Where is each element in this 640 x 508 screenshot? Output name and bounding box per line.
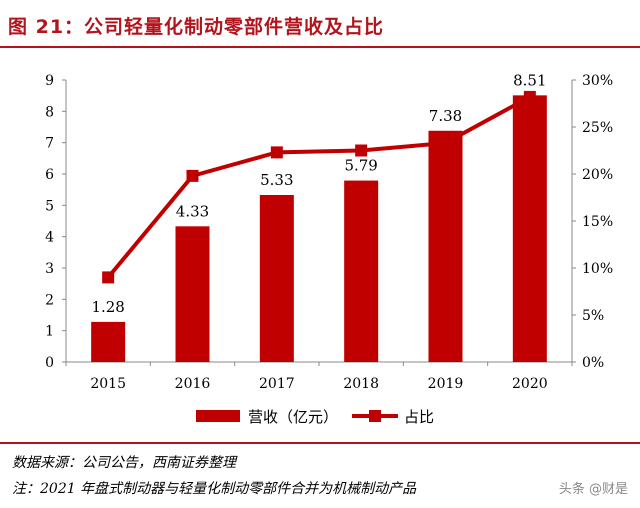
revenue-bar bbox=[259, 194, 294, 362]
left-tick-label: 2 bbox=[45, 292, 54, 308]
right-tick-label: 15% bbox=[582, 214, 613, 230]
right-tick-label: 20% bbox=[582, 167, 613, 183]
revenue-bar bbox=[344, 180, 379, 362]
left-tick-label: 6 bbox=[45, 167, 54, 183]
legend-revenue-label: 营收（亿元） bbox=[248, 408, 338, 426]
x-tick-label: 2015 bbox=[90, 376, 126, 392]
revenue-bar bbox=[428, 130, 463, 362]
x-tick-label: 2019 bbox=[428, 376, 464, 392]
bar-data-label: 5.33 bbox=[260, 171, 293, 189]
x-tick-label: 2017 bbox=[259, 376, 295, 392]
left-tick-label: 4 bbox=[45, 230, 54, 246]
left-tick-label: 0 bbox=[45, 355, 54, 371]
share-marker bbox=[270, 146, 283, 159]
right-tick-label: 5% bbox=[582, 308, 604, 324]
left-tick-label: 7 bbox=[45, 136, 54, 152]
bar-data-label: 7.38 bbox=[429, 107, 462, 125]
revenue-share-chart: 0 1 2 3 4 5 6 7 8 9 0% 5% 10% 15% 20% 25% 30% 2015 2016 201… bbox=[45, 71, 613, 426]
right-tick-label: 10% bbox=[582, 261, 613, 277]
bar-data-label: 1.28 bbox=[91, 298, 124, 316]
legend-revenue-swatch bbox=[196, 410, 240, 422]
source-note: 数据来源：公司公告，西南证券整理 bbox=[12, 455, 236, 471]
watermark: 头条 @财是 bbox=[556, 478, 630, 497]
page-title: 图 21：公司轻量化制动零部件营收及占比 bbox=[8, 16, 385, 38]
x-tick-label: 2018 bbox=[343, 376, 379, 392]
legend-share-label: 占比 bbox=[404, 408, 434, 426]
share-marker bbox=[355, 144, 368, 157]
bar-data-label: 8.51 bbox=[513, 71, 546, 89]
right-tick-label: 0% bbox=[582, 355, 604, 371]
revenue-bar bbox=[91, 321, 126, 362]
left-tick-label: 9 bbox=[45, 73, 54, 89]
x-tick-label: 2016 bbox=[175, 376, 211, 392]
share-marker bbox=[186, 169, 199, 182]
bar-data-label: 4.33 bbox=[176, 202, 209, 220]
share-marker bbox=[523, 90, 536, 103]
right-tick-label: 30% bbox=[582, 73, 613, 89]
title-divider bbox=[0, 46, 640, 48]
share-line bbox=[106, 95, 531, 279]
x-tick-label: 2020 bbox=[512, 376, 548, 392]
footnote: 注：2021 年盘式制动器与轻量化制动零部件合并为机械制动产品 bbox=[12, 481, 417, 497]
left-tick-label: 3 bbox=[45, 261, 54, 277]
left-tick-label: 5 bbox=[45, 198, 54, 214]
right-tick-label: 25% bbox=[582, 120, 613, 136]
left-tick-label: 8 bbox=[45, 104, 54, 120]
share-marker bbox=[102, 271, 115, 284]
legend-share-marker bbox=[369, 410, 381, 422]
title-bar: 图 21：公司轻量化制动零部件营收及占比 bbox=[0, 0, 640, 46]
left-tick-label: 1 bbox=[45, 324, 54, 340]
share-marker bbox=[439, 136, 452, 149]
bar-data-label: 5.79 bbox=[344, 157, 377, 175]
revenue-bar bbox=[175, 226, 210, 362]
footer-divider bbox=[0, 442, 640, 444]
revenue-bar bbox=[512, 95, 547, 362]
